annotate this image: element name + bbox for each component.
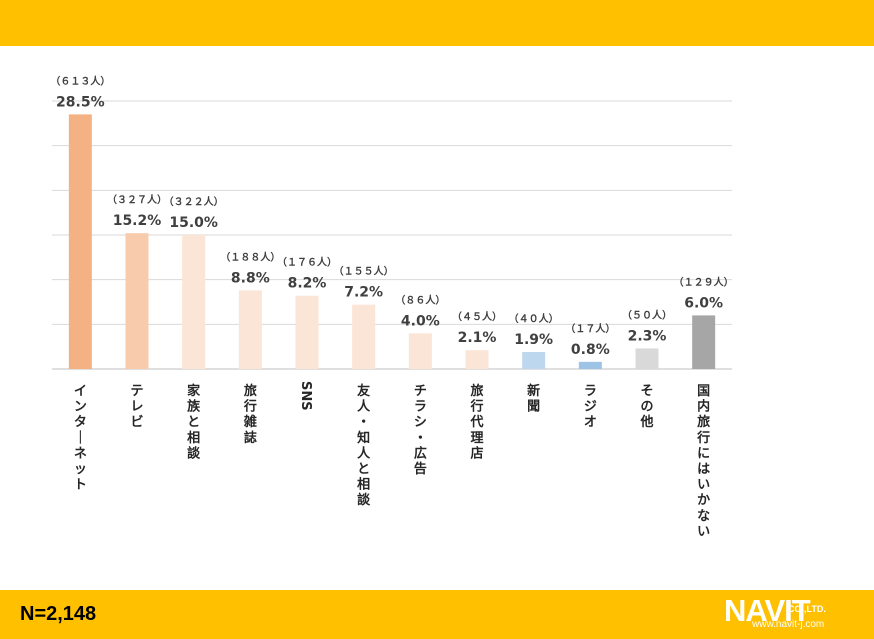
bar — [522, 352, 546, 369]
value-label: 28.5% — [56, 94, 105, 110]
bar — [68, 114, 92, 370]
value-label: 4.0% — [401, 313, 440, 329]
category-label: その他 — [639, 384, 653, 430]
bar-chart: 28.5% （６１３人） インタ｜ネット 15.2% （３２７人） テレビ 15.0% （３２… — [50, 74, 734, 539]
bar — [465, 350, 489, 369]
category-label: 旅行雑誌 — [243, 383, 257, 446]
count-label: （４０人） — [509, 312, 559, 325]
count-label: （３２７人） — [107, 193, 167, 206]
navit-logo: NAVIT CO.,LTD. www.navit-j.com — [724, 595, 864, 635]
category-label: 国内旅行にはいかない — [696, 384, 710, 539]
value-label: 15.2% — [113, 213, 162, 229]
value-label: 7.2% — [344, 285, 383, 301]
bar — [125, 233, 149, 369]
count-label: （１５５人） — [334, 265, 394, 278]
category-label: テレビ — [130, 384, 143, 430]
sample-size-label: N=2,148 — [20, 603, 97, 625]
category-label: 新聞 — [527, 383, 540, 415]
bar — [295, 295, 319, 369]
value-label: 6.0% — [684, 295, 723, 311]
category-label: ラジオ — [584, 384, 597, 430]
count-label: （４５人） — [452, 310, 502, 323]
value-label: 2.1% — [458, 330, 497, 346]
count-label: （５０人） — [622, 308, 672, 321]
bar — [692, 315, 716, 369]
count-label: （１２９人） — [674, 275, 734, 288]
category-label: 旅行代理店 — [469, 383, 483, 461]
logo-brand: NAVIT — [724, 593, 811, 628]
count-label: （１７６人） — [277, 256, 337, 269]
count-label: （１８８人） — [220, 250, 280, 263]
category-label: 友人・知人と相談 — [357, 383, 371, 508]
bar — [352, 304, 376, 369]
value-label: 15.0% — [169, 215, 218, 231]
count-label: （１７人） — [565, 322, 615, 335]
bottom-banner — [0, 590, 874, 639]
category-label: インタ｜ネット — [74, 384, 87, 493]
category-label: チラシ・広告 — [414, 384, 427, 477]
bar — [578, 361, 602, 369]
top-banner — [0, 0, 874, 46]
logo-company: CO.,LTD. — [788, 604, 826, 614]
bar — [182, 235, 206, 369]
count-label: （８６人） — [395, 293, 445, 306]
value-label: 8.8% — [231, 270, 270, 286]
count-label: （６１３人） — [50, 74, 110, 87]
count-label: （３２２人） — [164, 195, 224, 208]
category-label: 家族と相談 — [187, 383, 201, 461]
bar — [635, 348, 659, 369]
value-label: 0.8% — [571, 342, 610, 358]
bar — [408, 333, 432, 369]
bar — [238, 290, 262, 369]
category-label: SNS — [298, 381, 313, 411]
value-label: 1.9% — [514, 332, 553, 348]
value-label: 2.3% — [628, 328, 667, 344]
logo-url: www.navit-j.com — [752, 619, 825, 630]
value-label: 8.2% — [288, 276, 327, 292]
